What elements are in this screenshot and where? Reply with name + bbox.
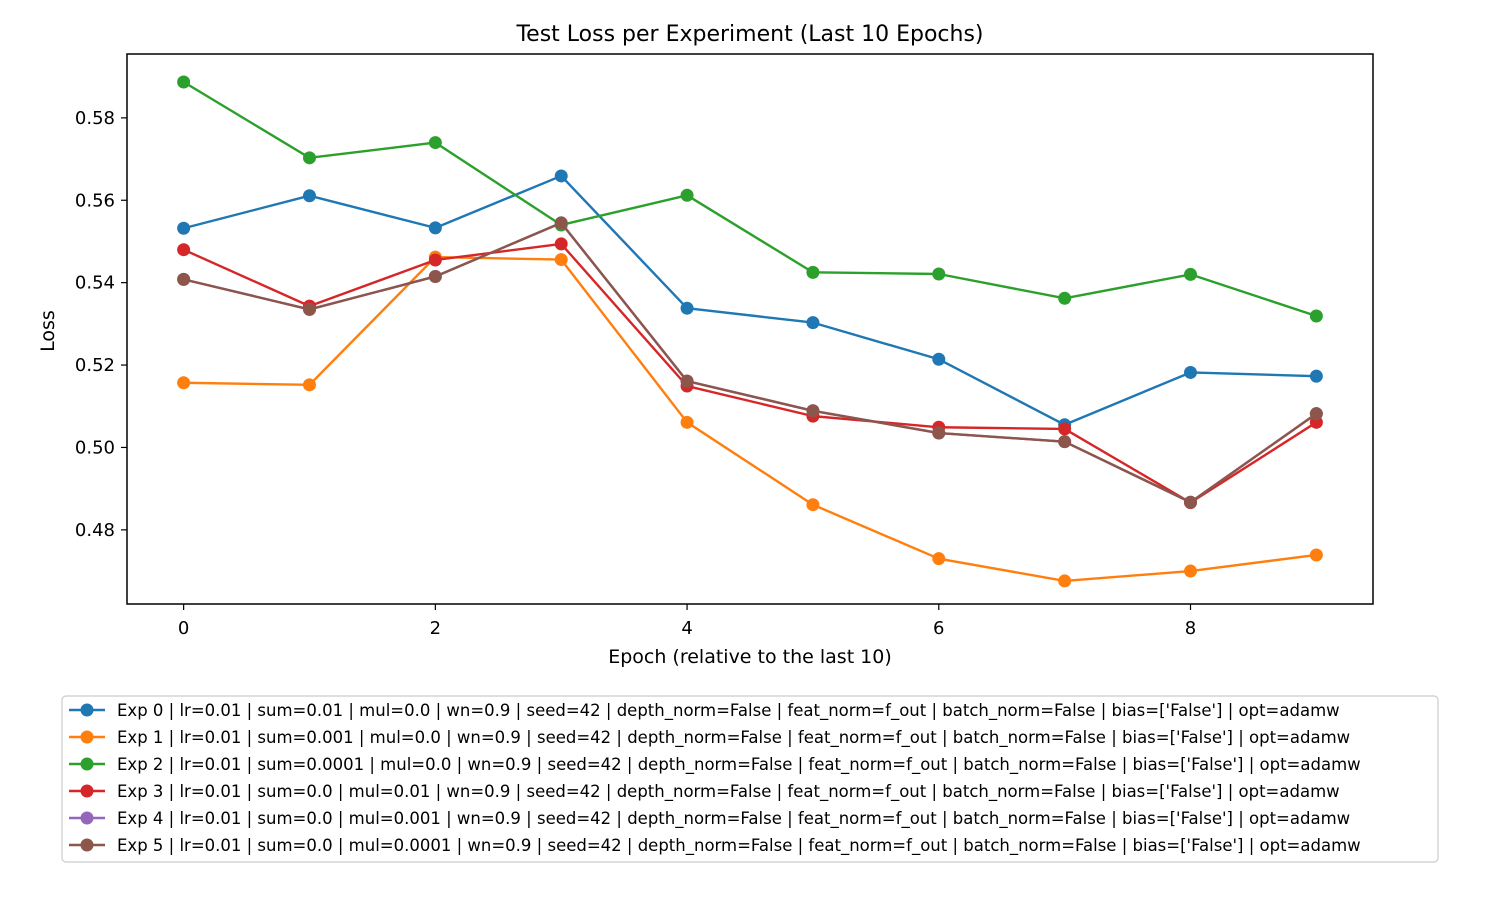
data-point [177,75,191,89]
y-tick-label: 0.58 [75,108,115,129]
x-tick-label: 6 [933,618,944,639]
x-tick-label: 4 [681,618,692,639]
y-tick-label: 0.50 [75,437,115,458]
data-point [1184,495,1198,509]
legend-label: Exp 5 | lr=0.01 | sum=0.0 | mul=0.0001 |… [117,836,1361,856]
legend-label: Exp 3 | lr=0.01 | sum=0.0 | mul=0.01 | w… [117,782,1340,802]
data-point [932,552,946,566]
data-point [806,265,820,279]
data-point [1058,574,1072,588]
data-point [680,374,694,388]
y-tick-label: 0.48 [75,520,115,541]
series-exp-2 [177,75,1323,323]
data-point [1058,422,1072,436]
data-point [302,302,316,316]
legend-items: Exp 0 | lr=0.01 | sum=0.01 | mul=0.0 | w… [69,701,1361,856]
legend-label: Exp 1 | lr=0.01 | sum=0.001 | mul=0.0 | … [117,728,1350,748]
legend-item: Exp 5 | lr=0.01 | sum=0.0 | mul=0.0001 |… [69,836,1361,856]
legend-label: Exp 2 | lr=0.01 | sum=0.0001 | mul=0.0 |… [117,755,1361,775]
data-point [680,301,694,315]
data-point [1309,407,1323,421]
legend-item: Exp 4 | lr=0.01 | sum=0.0 | mul=0.001 | … [69,809,1350,829]
x-tick-label: 8 [1185,618,1196,639]
series-exp-0 [177,169,1323,432]
data-point [1309,369,1323,383]
x-axis: 0 2 4 6 8 [178,604,1196,639]
series-line [183,255,1317,583]
series-exp-5 [177,216,1323,509]
x-tick-label: 2 [430,618,441,639]
data-point [428,136,442,150]
y-tick-label: 0.56 [75,190,115,211]
legend-box [61,695,1439,863]
data-point [302,151,316,165]
legend-item: Exp 2 | lr=0.01 | sum=0.0001 | mul=0.0 |… [69,755,1361,775]
y-tick-label: 0.54 [75,273,115,294]
data-point [1184,267,1198,281]
data-point [554,216,568,230]
series-line [183,221,1318,504]
legend-marker [80,811,94,825]
data-point [1184,365,1198,379]
data-point [1058,291,1072,305]
legend-marker [80,730,94,744]
plot-area [126,53,1374,605]
series-layer [177,75,1323,588]
data-point [1184,564,1198,578]
legend-item: Exp 1 | lr=0.01 | sum=0.001 | mul=0.0 | … [69,728,1350,748]
legend: Exp 0 | lr=0.01 | sum=0.01 | mul=0.0 | w… [61,695,1439,863]
legend-marker [80,703,94,717]
x-axis-label: Epoch (relative to the last 10) [608,646,892,668]
data-point [932,352,946,366]
data-point [554,169,568,183]
data-point [428,221,442,235]
data-point [554,237,568,251]
y-axis: 0.48 0.50 0.52 0.54 0.56 0.58 [75,108,127,541]
data-point [932,267,946,281]
data-point [1058,435,1072,449]
data-point [932,426,946,440]
data-point [806,316,820,330]
data-point [680,415,694,429]
legend-item: Exp 0 | lr=0.01 | sum=0.01 | mul=0.0 | w… [69,701,1340,721]
data-point [177,243,191,257]
legend-marker [80,838,94,852]
y-tick-label: 0.52 [75,355,115,376]
legend-item: Exp 3 | lr=0.01 | sum=0.0 | mul=0.01 | w… [69,782,1340,802]
legend-label: Exp 0 | lr=0.01 | sum=0.01 | mul=0.0 | w… [117,701,1340,721]
series-line [183,174,1317,426]
data-point [302,189,316,203]
data-point [177,221,191,235]
y-axis-label: Loss [37,310,59,352]
data-point [428,269,442,283]
data-point [177,376,191,390]
legend-marker [80,757,94,771]
x-tick-label: 0 [178,618,189,639]
data-point [1309,309,1323,323]
chart-title: Test Loss per Experiment (Last 10 Epochs… [515,22,983,47]
data-point [302,378,316,392]
series-line [183,242,1318,504]
data-point [428,253,442,267]
data-point [806,404,820,418]
legend-label: Exp 4 | lr=0.01 | sum=0.0 | mul=0.001 | … [117,809,1350,829]
data-point [806,498,820,512]
data-point [1309,548,1323,562]
data-point [680,188,694,202]
legend-marker [80,784,94,798]
series-line [183,80,1317,318]
series-exp-1 [177,250,1323,588]
data-point [554,253,568,267]
data-point [177,272,191,286]
